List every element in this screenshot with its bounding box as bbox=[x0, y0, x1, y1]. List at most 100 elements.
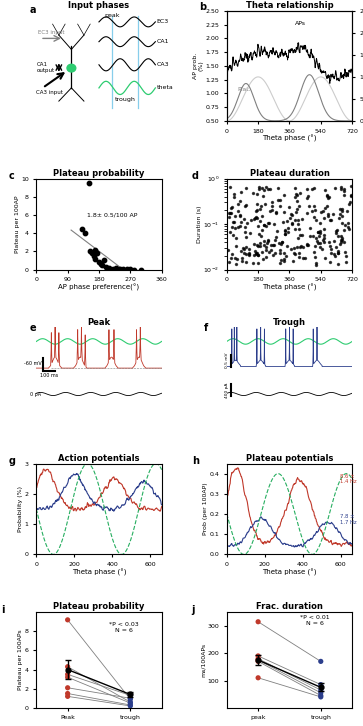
Point bbox=[277, 245, 283, 256]
Point bbox=[307, 230, 313, 242]
Point bbox=[289, 209, 295, 221]
Point bbox=[310, 230, 315, 242]
Point bbox=[244, 231, 249, 242]
Point bbox=[317, 226, 323, 237]
Text: c: c bbox=[9, 171, 15, 182]
Point bbox=[335, 248, 340, 259]
Point bbox=[294, 203, 300, 215]
Point bbox=[228, 207, 234, 219]
Point bbox=[124, 263, 130, 274]
Point bbox=[254, 188, 260, 200]
Point bbox=[338, 181, 344, 192]
Point bbox=[319, 243, 325, 255]
Point bbox=[318, 691, 324, 703]
Point bbox=[313, 240, 318, 252]
Point bbox=[249, 214, 254, 226]
Point bbox=[311, 205, 317, 216]
Point bbox=[295, 214, 301, 226]
Point bbox=[293, 189, 299, 200]
Point bbox=[238, 256, 244, 267]
Point bbox=[291, 242, 297, 253]
Point bbox=[326, 191, 331, 203]
Point bbox=[318, 687, 324, 698]
Point bbox=[127, 700, 133, 711]
Point bbox=[254, 212, 260, 224]
Point bbox=[121, 264, 126, 275]
Point bbox=[325, 208, 331, 220]
Point bbox=[257, 228, 262, 240]
Point bbox=[337, 238, 343, 250]
Text: *P < 0.01
N = 6: *P < 0.01 N = 6 bbox=[300, 615, 329, 626]
Point bbox=[232, 222, 237, 234]
Point bbox=[263, 241, 269, 253]
Text: 0.5 mV: 0.5 mV bbox=[225, 353, 229, 368]
Point bbox=[255, 654, 261, 666]
Point bbox=[253, 248, 258, 259]
Point bbox=[238, 186, 244, 197]
Point bbox=[127, 697, 133, 709]
Point bbox=[93, 253, 98, 264]
Title: Plateau potentials: Plateau potentials bbox=[246, 454, 333, 462]
Point bbox=[343, 256, 349, 268]
Point bbox=[346, 217, 351, 229]
Point bbox=[272, 240, 277, 251]
Point bbox=[86, 177, 91, 189]
Text: j: j bbox=[192, 605, 195, 614]
Point bbox=[318, 679, 324, 690]
Point bbox=[328, 248, 334, 259]
Point bbox=[317, 227, 323, 239]
Point bbox=[237, 195, 243, 206]
Point bbox=[254, 239, 260, 250]
Point bbox=[255, 249, 261, 261]
Point bbox=[309, 205, 315, 217]
Point bbox=[294, 189, 300, 200]
Point bbox=[315, 227, 321, 238]
Point bbox=[348, 189, 354, 201]
Point bbox=[265, 236, 271, 248]
Point bbox=[297, 187, 303, 199]
Text: f: f bbox=[204, 323, 208, 333]
Text: 0 pA: 0 pA bbox=[30, 391, 41, 396]
Y-axis label: Duration (s): Duration (s) bbox=[197, 205, 202, 243]
Point bbox=[229, 248, 235, 260]
Text: CA1
output: CA1 output bbox=[36, 62, 54, 73]
X-axis label: AP phase preference(°): AP phase preference(°) bbox=[58, 284, 139, 291]
Point bbox=[320, 205, 326, 216]
Point bbox=[226, 207, 232, 219]
Point bbox=[306, 200, 312, 211]
Point bbox=[258, 229, 264, 241]
Point bbox=[91, 250, 97, 262]
Point bbox=[114, 262, 119, 274]
Point bbox=[293, 206, 298, 218]
Point bbox=[325, 210, 331, 221]
Point bbox=[272, 218, 277, 229]
Point bbox=[325, 190, 330, 202]
Point bbox=[110, 263, 116, 274]
Point bbox=[339, 203, 345, 215]
Point bbox=[328, 213, 334, 225]
Point bbox=[339, 232, 344, 244]
Point bbox=[229, 202, 234, 213]
Point bbox=[291, 214, 297, 226]
Point bbox=[342, 219, 348, 231]
Point bbox=[269, 200, 275, 212]
Point bbox=[255, 653, 261, 664]
Point bbox=[331, 236, 337, 248]
Y-axis label: Plateau per 100AP: Plateau per 100AP bbox=[15, 195, 20, 253]
Point bbox=[244, 241, 249, 253]
Point bbox=[332, 182, 338, 194]
Point bbox=[335, 258, 341, 270]
Point bbox=[338, 236, 344, 248]
Text: e: e bbox=[30, 323, 37, 333]
Point bbox=[294, 242, 300, 253]
Point bbox=[327, 214, 333, 226]
Text: APs: APs bbox=[295, 20, 306, 25]
Point bbox=[321, 234, 326, 245]
Point bbox=[261, 236, 267, 248]
Point bbox=[266, 218, 272, 229]
Point bbox=[237, 209, 243, 221]
Point bbox=[261, 219, 267, 231]
Point bbox=[332, 250, 338, 262]
Text: a: a bbox=[30, 5, 37, 15]
Point bbox=[326, 192, 331, 203]
